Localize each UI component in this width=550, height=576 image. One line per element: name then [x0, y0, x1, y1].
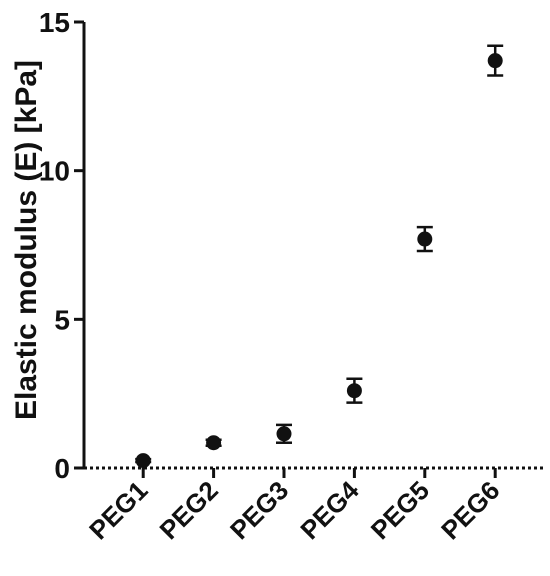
point: [346, 383, 362, 399]
x-tick-label: PEG5: [365, 475, 435, 545]
y-tick-label: 5: [54, 304, 70, 335]
point: [135, 453, 151, 469]
point: [417, 231, 433, 247]
y-tick-label: 0: [54, 453, 70, 484]
x-tick-label: PEG4: [294, 475, 365, 546]
y-tick-label: 10: [39, 156, 70, 187]
x-tick-label: PEG2: [154, 475, 224, 545]
x-tick-label: PEG3: [224, 475, 294, 545]
point: [206, 435, 222, 451]
y-axis-label: Elastic modulus (E) [kPa]: [10, 60, 43, 420]
point: [487, 53, 503, 69]
y-tick-label: 15: [39, 7, 70, 38]
point: [276, 426, 292, 442]
x-tick-label: PEG1: [83, 475, 153, 545]
x-tick-label: PEG6: [435, 475, 505, 545]
